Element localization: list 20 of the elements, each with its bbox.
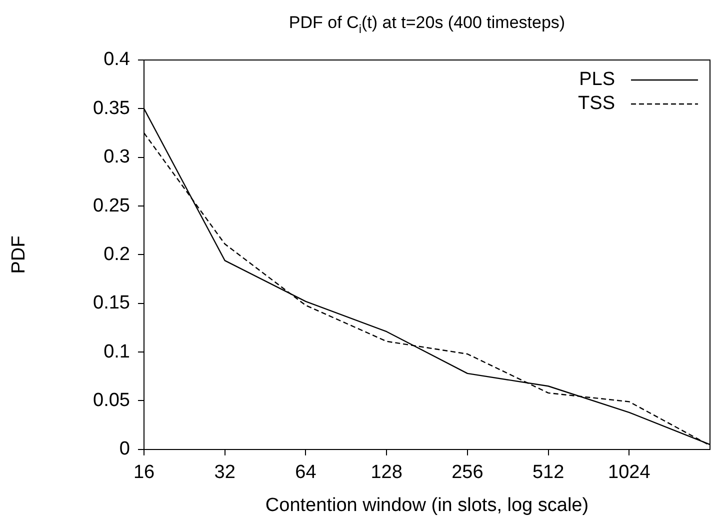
y-tick-label: 0.3	[104, 146, 130, 168]
legend-label: PLS	[579, 69, 615, 90]
y-tick-label: 0.25	[93, 195, 130, 216]
y-tick-label: 0.15	[93, 292, 130, 314]
y-tick-label: 0.05	[93, 390, 130, 411]
x-tick-label: 512	[532, 462, 564, 484]
x-tick-label: 32	[214, 462, 236, 484]
y-tick-label: 0.1	[104, 341, 130, 362]
x-tick-label: 128	[370, 462, 402, 484]
y-tick-label: 0	[119, 438, 130, 460]
x-tick-label: 1024	[608, 462, 651, 484]
y-tick-label: 0.35	[93, 98, 130, 119]
y-tick-label: 0.4	[104, 49, 130, 70]
legend-label: TSS	[578, 93, 615, 114]
x-tick-label: 16	[133, 462, 155, 484]
x-tick-label: 64	[295, 462, 317, 484]
y-axis-title: PDF	[8, 236, 30, 274]
y-tick-label: 0.2	[104, 244, 130, 265]
x-axis-title: Contention window (in slots, log scale)	[265, 494, 589, 516]
x-tick-label: 256	[452, 462, 484, 484]
